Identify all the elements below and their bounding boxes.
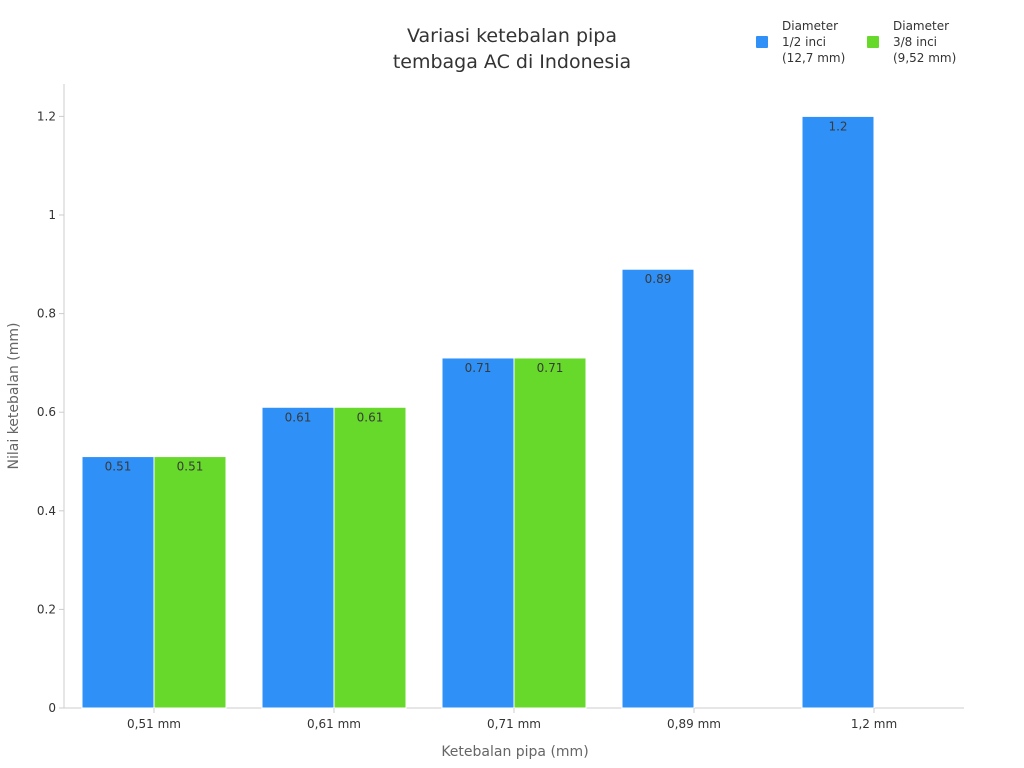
y-axis-ticks: 0 0.2 0.4 0.6 0.8 1 1.2 bbox=[37, 109, 64, 715]
y-tick-label: 0.2 bbox=[37, 602, 56, 616]
bars bbox=[81, 115, 875, 709]
chart-title-line-2: tembaga AC di Indonesia bbox=[393, 51, 631, 73]
legend-label-series-1-line-1: Diameter bbox=[782, 19, 838, 33]
bar-series-2-2[interactable] bbox=[333, 406, 407, 709]
legend-label-series-2-line-2: 3/8 inci bbox=[893, 35, 937, 49]
x-axis-ticks: 0,51 mm 0,61 mm 0,71 mm 0,89 mm 1,2 mm bbox=[127, 708, 897, 731]
data-label-series-2-3: 0.71 bbox=[537, 361, 564, 375]
bar-data-labels: 0.51 0.51 0.61 0.61 0.71 0.71 0.89 1.2 bbox=[105, 119, 848, 473]
data-label-series-1-1: 0.51 bbox=[105, 460, 132, 474]
x-tick-label: 0,89 mm bbox=[667, 717, 721, 731]
x-tick-label: 0,71 mm bbox=[487, 717, 541, 731]
legend-item-series-1[interactable]: Diameter 1/2 inci (12,7 mm) bbox=[756, 19, 845, 65]
bar-series-1-3[interactable] bbox=[441, 357, 515, 709]
legend-label-series-1-line-3: (12,7 mm) bbox=[782, 51, 845, 65]
data-label-series-1-3: 0.71 bbox=[465, 361, 492, 375]
legend-swatch-series-1 bbox=[756, 36, 768, 48]
chart-title-line-1: Variasi ketebalan pipa bbox=[407, 25, 617, 47]
legend-swatch-series-2 bbox=[867, 36, 879, 48]
x-tick-label: 0,51 mm bbox=[127, 717, 181, 731]
data-label-series-2-1: 0.51 bbox=[177, 460, 204, 474]
y-tick-label: 0.8 bbox=[37, 307, 56, 321]
y-tick-label: 1.2 bbox=[37, 109, 56, 123]
bar-series-2-3[interactable] bbox=[513, 357, 587, 709]
chart-title: Variasi ketebalan pipa tembaga AC di Ind… bbox=[393, 25, 631, 73]
bar-series-1-4[interactable] bbox=[621, 268, 695, 709]
data-label-series-1-2: 0.61 bbox=[285, 410, 312, 424]
legend-label-series-2-line-1: Diameter bbox=[893, 19, 949, 33]
legend: Diameter 1/2 inci (12,7 mm) Diameter 3/8… bbox=[756, 19, 956, 65]
bar-series-1-2[interactable] bbox=[261, 406, 335, 709]
x-tick-label: 0,61 mm bbox=[307, 717, 361, 731]
bar-series-1-1[interactable] bbox=[81, 456, 155, 709]
x-tick-label: 1,2 mm bbox=[851, 717, 897, 731]
y-tick-label: 0.6 bbox=[37, 405, 56, 419]
data-label-series-1-5: 1.2 bbox=[828, 119, 847, 133]
y-axis-title: Nilai ketebalan (mm) bbox=[6, 323, 22, 470]
legend-label-series-1-line-2: 1/2 inci bbox=[782, 35, 826, 49]
y-tick-label: 0 bbox=[48, 701, 56, 715]
bar-series-2-1[interactable] bbox=[153, 456, 227, 709]
data-label-series-2-2: 0.61 bbox=[357, 410, 384, 424]
legend-label-series-2-line-3: (9,52 mm) bbox=[893, 51, 956, 65]
y-tick-label: 1 bbox=[48, 208, 56, 222]
data-label-series-1-4: 0.89 bbox=[645, 272, 672, 286]
legend-item-series-2[interactable]: Diameter 3/8 inci (9,52 mm) bbox=[867, 19, 956, 65]
bar-series-1-5[interactable] bbox=[801, 115, 875, 709]
x-axis-title: Ketebalan pipa (mm) bbox=[441, 744, 588, 760]
y-tick-label: 0.4 bbox=[37, 504, 56, 518]
